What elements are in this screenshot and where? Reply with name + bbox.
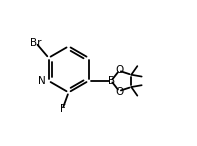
Text: O: O	[115, 65, 123, 75]
Text: Br: Br	[30, 38, 41, 48]
Text: B: B	[108, 76, 115, 86]
Text: O: O	[115, 87, 123, 97]
Text: F: F	[60, 104, 66, 114]
Text: N: N	[38, 76, 45, 86]
